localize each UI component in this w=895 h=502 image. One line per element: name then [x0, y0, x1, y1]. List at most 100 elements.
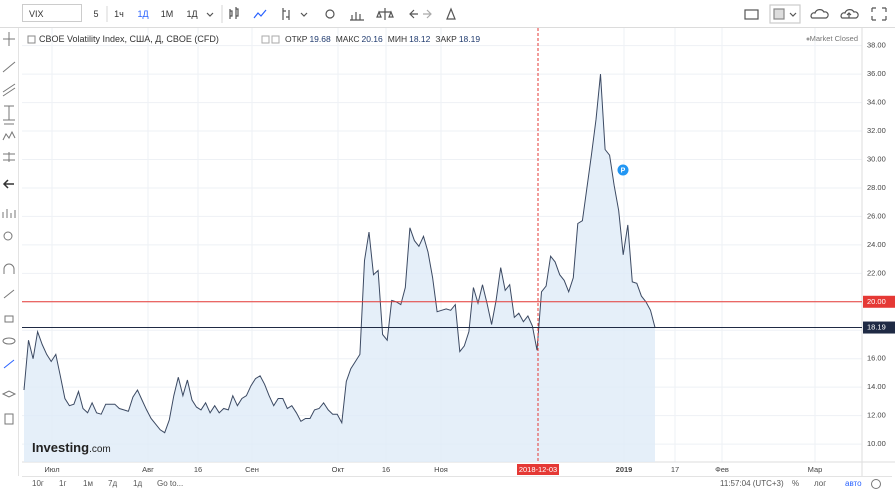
indicators-icon[interactable]	[350, 12, 364, 21]
interval-button[interactable]: 1Д	[137, 9, 149, 19]
price-label-box	[863, 295, 895, 308]
price-label: 20.00	[867, 297, 886, 306]
text-tool[interactable]	[4, 105, 14, 120]
y-tick-label: 32.00	[867, 126, 886, 135]
color-picker[interactable]	[769, 4, 801, 24]
link-tool[interactable]	[3, 359, 15, 369]
bars-icon[interactable]	[282, 8, 290, 20]
price-label: 18.19	[867, 323, 886, 332]
range-button[interactable]: 10г	[32, 479, 44, 488]
crosshair-label-box	[517, 464, 559, 475]
event-badge	[617, 164, 629, 176]
dropdown-arrow[interactable]	[206, 12, 214, 17]
y-tick-label: 24.00	[867, 240, 886, 249]
symbol-input[interactable]: VIX	[22, 4, 82, 22]
visibility-tool[interactable]	[2, 337, 16, 345]
area	[24, 74, 655, 462]
fullscreen-icon[interactable]	[871, 7, 887, 21]
camera-icon[interactable]	[744, 9, 759, 20]
legend-field-label: МИН	[388, 34, 407, 44]
range-button[interactable]: 1г	[59, 479, 67, 488]
legend-field-label: ОТКР	[285, 34, 308, 44]
delete-tool[interactable]	[4, 413, 14, 425]
cloud-load-icon[interactable]	[840, 9, 859, 19]
legend-field-value: 19.68	[309, 34, 331, 44]
y-tick-label: 16.00	[867, 354, 886, 363]
compare-icon[interactable]	[376, 8, 394, 20]
dropdown-arrow[interactable]	[789, 12, 797, 17]
line-icon[interactable]	[253, 9, 267, 19]
y-tick-label: 22.00	[867, 268, 886, 277]
scale-mode-button[interactable]: %	[792, 479, 800, 488]
crosshair-tool[interactable]	[3, 32, 15, 46]
lock-tool[interactable]	[4, 315, 14, 323]
dropdown-arrow[interactable]	[300, 12, 308, 17]
range-button[interactable]: 1д	[133, 479, 143, 488]
alert-icon[interactable]	[446, 7, 456, 20]
range-button[interactable]: 7д	[108, 479, 118, 488]
undo-icon[interactable]	[409, 9, 418, 19]
watermark-brand: Investing	[32, 440, 89, 455]
toolbar-icons	[106, 4, 887, 24]
lock-drawing-tool[interactable]	[3, 289, 15, 299]
legend-field-value: 18.12	[409, 34, 431, 44]
watermark: Investing.com	[32, 440, 111, 455]
redo-icon[interactable]	[423, 9, 432, 19]
x-tick-label: Авг	[142, 465, 154, 474]
chart: 10.0012.0014.0016.0018.0020.0022.0024.00…	[22, 28, 895, 476]
measure-tool[interactable]	[2, 209, 16, 218]
clock: 11:57:04 (UTC+3)	[720, 479, 784, 488]
y-tick-label: 10.00	[867, 439, 886, 448]
channel-tool[interactable]	[2, 83, 16, 97]
x-tick-label: Окт	[332, 465, 345, 474]
drawing-tools	[1, 32, 17, 425]
market-status: Market Closed	[810, 34, 858, 43]
watermark-suffix: .com	[89, 444, 111, 455]
x-tick-label: Мар	[808, 465, 823, 474]
interval-menu[interactable]: 1Д	[186, 9, 198, 19]
settings-button[interactable]	[871, 479, 881, 489]
layers-tool[interactable]	[1, 390, 17, 398]
trendline-tool[interactable]	[2, 61, 16, 73]
bottom-toolbar: 10г 1г 1м 7д 1д Go to... 11:57:04 (UTC+3)% лог а…	[22, 476, 892, 491]
y-tick-label: 38.00	[867, 41, 886, 50]
legend-field-value: 18.19	[459, 34, 481, 44]
x-tick-label: Ноя	[434, 465, 448, 474]
x-tick-label: Сен	[245, 465, 259, 474]
zoom-tool[interactable]	[3, 231, 13, 241]
legend-values: ОТКР 19.68 МАКС 20.16 МИН 18.12 ЗАКР 18.19	[285, 34, 480, 44]
legend-icon	[271, 35, 280, 44]
magnet-tool[interactable]	[3, 263, 15, 274]
candles-icon[interactable]	[229, 7, 239, 19]
interval-button[interactable]: 5	[93, 9, 99, 19]
interval-button[interactable]: 1ч	[114, 9, 124, 19]
legend-collapse	[27, 35, 36, 44]
range-button[interactable]: 1м	[83, 479, 93, 488]
goto-button[interactable]: Go to...	[157, 479, 184, 488]
scale-mode-button[interactable]: лог	[814, 479, 827, 488]
y-tick-label: 12.00	[867, 411, 886, 420]
cloud-save-icon[interactable]	[810, 9, 829, 19]
y-tick-label: 30.00	[867, 154, 886, 163]
x-tick-label: 17	[671, 465, 679, 474]
scale-mode-button[interactable]: авто	[845, 479, 862, 488]
legend-icon	[261, 35, 270, 44]
x-tick-label: 16	[194, 465, 202, 474]
price-label-box	[863, 321, 895, 334]
pattern-tool[interactable]	[2, 130, 16, 141]
interval-button[interactable]: 1М	[160, 9, 174, 19]
legend-field-label: МАКС	[336, 34, 360, 44]
y-tick-label: 36.00	[867, 69, 886, 78]
line	[23, 74, 656, 434]
back-tool[interactable]	[2, 179, 14, 189]
color-swatch	[773, 8, 785, 20]
prediction-tool[interactable]	[3, 152, 15, 162]
settings-icon[interactable]	[325, 9, 335, 19]
legend: CBOE Volatility Index, США, Д, CBOE (CFD…	[39, 34, 219, 44]
x-tick-label: 2019	[616, 465, 633, 474]
x-tick-label: 16	[382, 465, 390, 474]
drawing-toolbar	[0, 28, 19, 476]
status-dot	[806, 37, 810, 41]
top-toolbar: VIX 5 1ч 1Д 1М 1Д	[0, 0, 895, 28]
